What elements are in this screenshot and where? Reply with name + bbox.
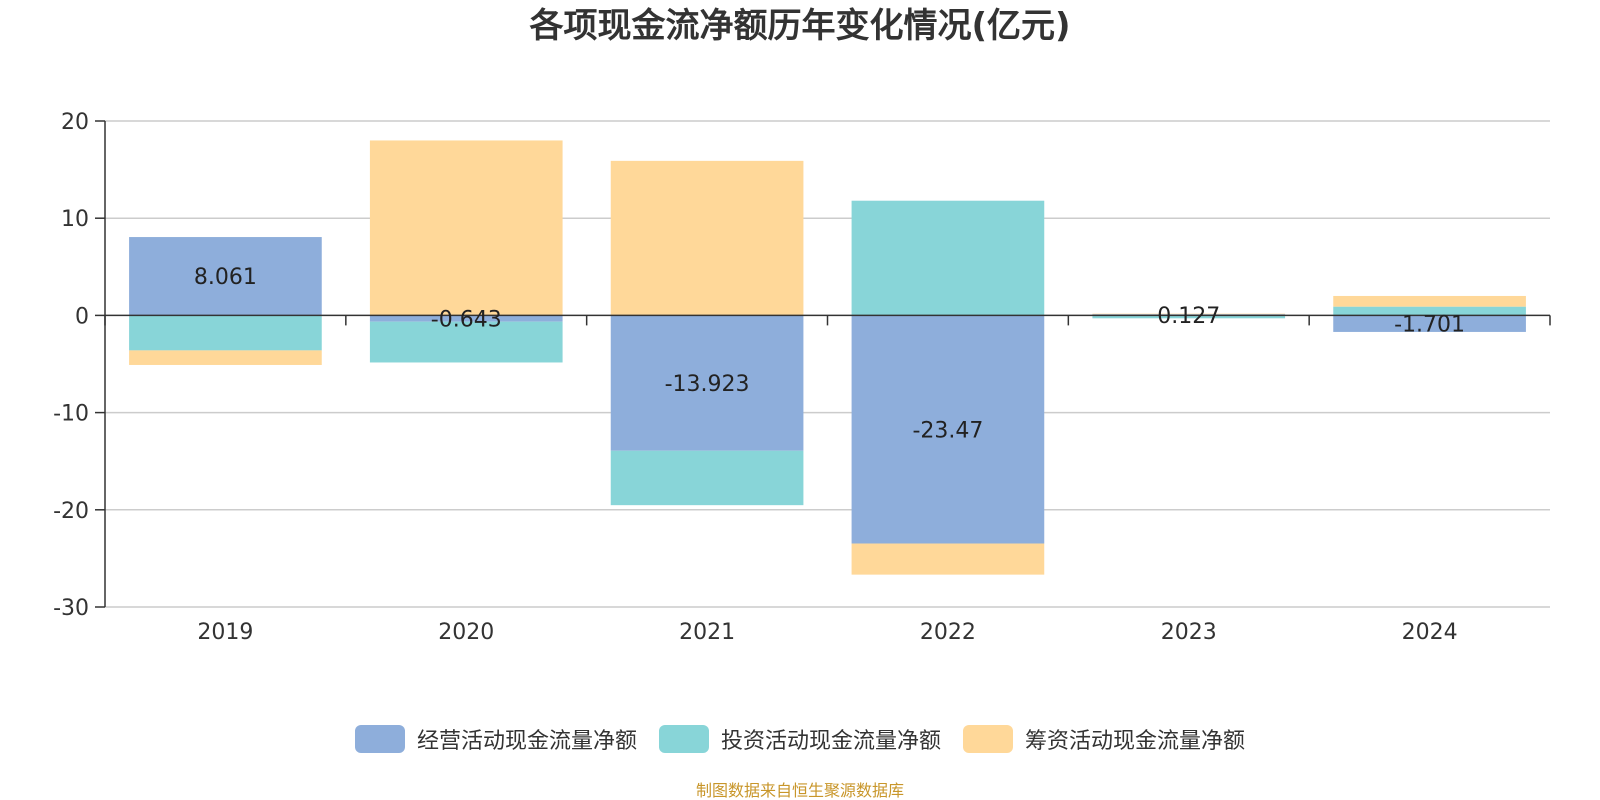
bar-segment-2024-s1[interactable] bbox=[1333, 306, 1526, 316]
bar-segment-2019-s0[interactable] bbox=[129, 237, 322, 316]
x-tick-label-2023: 2023 bbox=[1161, 620, 1217, 645]
bar-segment-2021-s2[interactable] bbox=[610, 160, 804, 316]
y-tick-label: 0 bbox=[75, 304, 89, 329]
x-tick-label-2019: 2019 bbox=[197, 620, 253, 645]
axes: 20 10 0 -10 -20 -30 2019 2020 2021 2022 2023 2024 bbox=[53, 110, 1551, 645]
y-tick-label: 10 bbox=[61, 207, 89, 232]
grid-lines bbox=[105, 120, 1550, 608]
data-label-2020: -0.643 bbox=[431, 308, 502, 333]
x-tick-label-2024: 2024 bbox=[1402, 620, 1458, 645]
y-tick-label: -10 bbox=[53, 402, 89, 427]
source-note: 制图数据来自恒生聚源数据库 bbox=[695, 781, 904, 800]
legend-item-investing[interactable]: 投资活动现金流量净额 bbox=[658, 723, 941, 755]
x-tick-label-2021: 2021 bbox=[679, 620, 735, 645]
legend-item-financing[interactable]: 筹资活动现金流量净额 bbox=[963, 723, 1245, 755]
data-labels: 8.061 -0.643 -13.923 -23.47 0.127 -1.701 bbox=[194, 265, 1465, 443]
legend-swatch-operating bbox=[354, 725, 405, 753]
legend-item-operating[interactable]: 经营活动现金流量净额 bbox=[354, 723, 637, 755]
chart-title: 各项现金流净额历年变化情况(亿元) bbox=[529, 6, 1071, 46]
legend-swatch-financing bbox=[963, 725, 1013, 753]
bar-segment-2023-s2[interactable] bbox=[1092, 313, 1286, 315]
bar-segment-2022-s2[interactable] bbox=[851, 543, 1045, 575]
bar-segment-2021-s1[interactable] bbox=[610, 450, 804, 506]
bar-segment-2020-s1[interactable] bbox=[369, 321, 563, 363]
data-label-2023: 0.127 bbox=[1157, 304, 1220, 329]
bar-segment-2020-s2[interactable] bbox=[369, 140, 563, 316]
bar-segment-2022-s1[interactable] bbox=[851, 200, 1045, 316]
legend-label-financing: 筹资活动现金流量净额 bbox=[1025, 729, 1246, 754]
bar-segment-2019-s2[interactable] bbox=[129, 350, 322, 365]
bars bbox=[129, 140, 1526, 575]
data-label-2021: -13.923 bbox=[665, 372, 750, 397]
legend-label-operating: 经营活动现金流量净额 bbox=[416, 729, 637, 754]
y-tick-label: -30 bbox=[53, 596, 89, 621]
legend: 经营活动现金流量净额 投资活动现金流量净额 筹资活动现金流量净额 bbox=[0, 723, 1600, 755]
data-label-2019: 8.061 bbox=[194, 265, 257, 290]
bar-segment-2024-s2[interactable] bbox=[1333, 295, 1526, 307]
y-tick-label: 20 bbox=[61, 110, 89, 135]
x-tick-label-2020: 2020 bbox=[438, 620, 494, 645]
y-tick-label: -20 bbox=[53, 499, 89, 524]
bar-segment-2019-s1[interactable] bbox=[129, 315, 322, 351]
data-label-2022: -23.47 bbox=[912, 418, 983, 443]
legend-swatch-investing bbox=[658, 725, 709, 753]
bar-segment-2022-s0[interactable] bbox=[851, 315, 1045, 544]
bar-segment-2023-s1[interactable] bbox=[1092, 315, 1286, 319]
bar-segment-2021-s0[interactable] bbox=[610, 315, 804, 451]
bar-segment-2024-s0[interactable] bbox=[1333, 315, 1526, 332]
legend-label-investing: 投资活动现金流量净额 bbox=[720, 729, 941, 754]
stacked-bar-chart: 20 10 0 -10 -20 -30 2019 2020 2021 2022 2023 2024 8… bbox=[53, 110, 1551, 645]
data-label-2024: -1.701 bbox=[1394, 313, 1465, 338]
bar-segment-2020-s0[interactable] bbox=[369, 315, 563, 322]
x-tick-label-2022: 2022 bbox=[920, 620, 976, 645]
